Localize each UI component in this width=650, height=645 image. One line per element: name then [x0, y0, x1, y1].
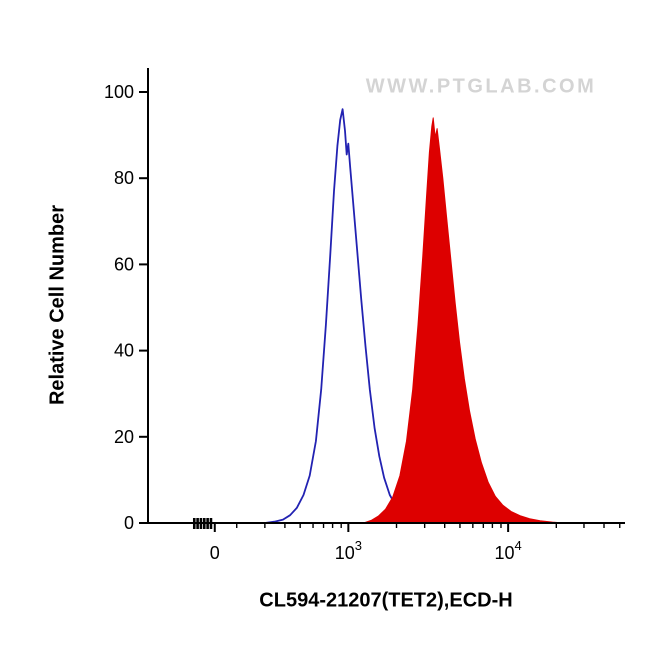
y-tick-label: 40	[114, 341, 134, 361]
y-tick-label: 20	[114, 427, 134, 447]
watermark: WWW.PTGLAB.COM	[365, 75, 597, 98]
y-axis-label: Relative Cell Number	[46, 204, 69, 406]
x-tick-label: 0	[210, 543, 220, 563]
x-tick-label: 104	[495, 538, 522, 563]
y-tick-label: 80	[114, 168, 134, 188]
x-axis-label: CL594-21207(TET2),ECD-H	[259, 589, 513, 612]
red-filled-histogram	[363, 117, 565, 524]
y-tick-label: 0	[124, 513, 134, 533]
axes-spines	[147, 68, 625, 524]
y-tick-label: 60	[114, 254, 134, 274]
x-tick-label: 103	[335, 538, 362, 563]
y-tick-label: 100	[104, 82, 134, 102]
